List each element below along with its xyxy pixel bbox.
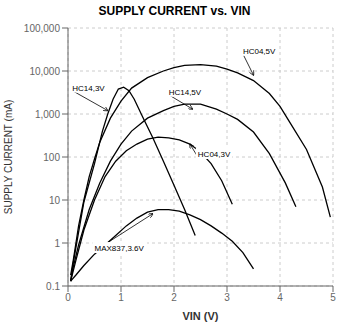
svg-text:10,000: 10,000	[29, 66, 60, 77]
svg-text:0.1: 0.1	[46, 281, 60, 292]
svg-text:10: 10	[49, 195, 61, 206]
svg-text:VIN (V): VIN (V)	[182, 310, 218, 322]
svg-text:MAX837,3.6V: MAX837,3.6V	[95, 244, 145, 253]
svg-text:HC14,3V: HC14,3V	[72, 84, 105, 93]
svg-text:4: 4	[277, 292, 283, 303]
svg-text:SUPPLY CURRENT (mA): SUPPLY CURRENT (mA)	[8, 100, 14, 214]
svg-text:1: 1	[54, 238, 60, 249]
svg-text:100: 100	[43, 152, 60, 163]
svg-text:HC04,3V: HC04,3V	[198, 150, 231, 159]
svg-text:HC14,5V: HC14,5V	[169, 88, 202, 97]
svg-text:3: 3	[224, 292, 230, 303]
svg-text:2: 2	[171, 292, 177, 303]
svg-text:100,000: 100,000	[24, 23, 61, 34]
svg-text:5: 5	[330, 292, 336, 303]
svg-text:1,000: 1,000	[35, 109, 60, 120]
html-text:SUPPLY CURRENT vs. VIN: SUPPLY CURRENT vs. VIN	[98, 4, 251, 18]
svg-text:1: 1	[118, 292, 124, 303]
svg-text:0: 0	[65, 292, 71, 303]
svg-text:HC04,5V: HC04,5V	[243, 47, 276, 56]
